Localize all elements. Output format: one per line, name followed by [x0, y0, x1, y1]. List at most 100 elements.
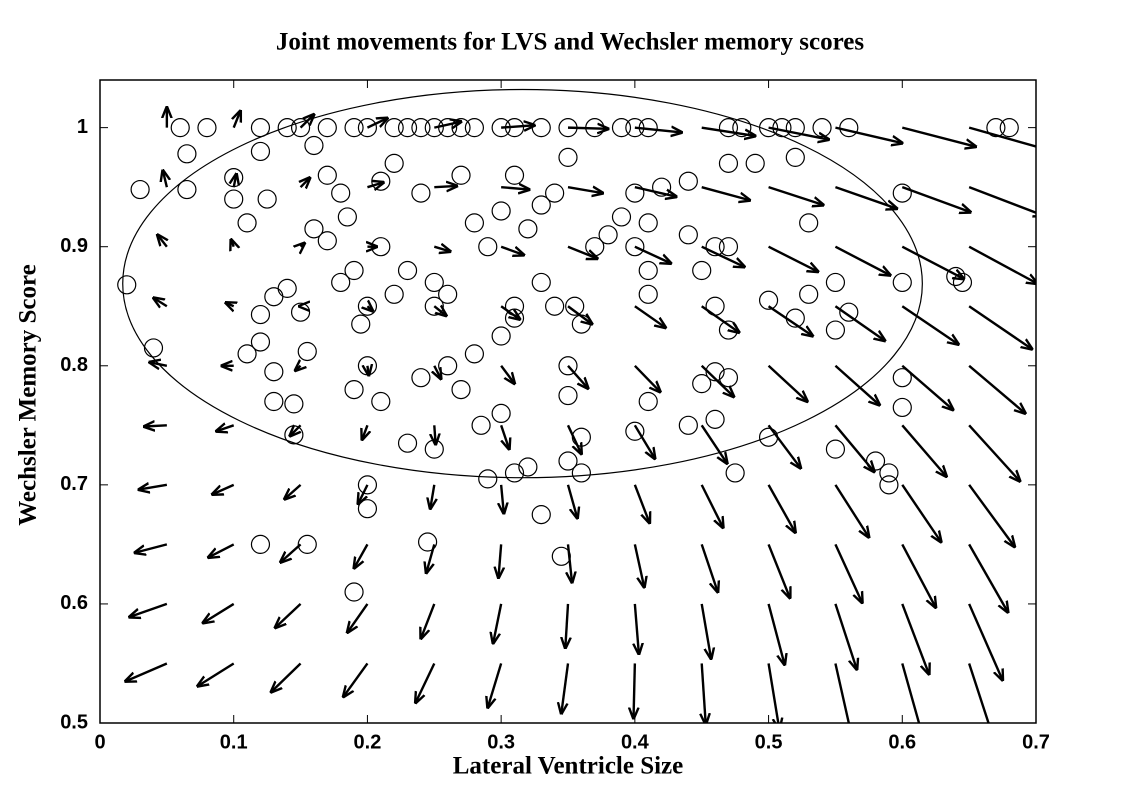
quiver-arrow — [226, 303, 234, 307]
scatter-point — [585, 118, 605, 138]
quiver-arrow — [901, 245, 964, 279]
scatter-point — [464, 213, 484, 233]
scatter-point — [772, 118, 792, 138]
quiver-arrow — [567, 364, 588, 389]
quiver-arrow — [700, 424, 727, 463]
scatter-point — [277, 278, 297, 298]
scatter-point — [331, 183, 351, 203]
quiver-arrow — [125, 662, 168, 681]
scatter-point — [438, 356, 458, 376]
quiver-arrow — [701, 305, 739, 332]
quiver-arrow — [434, 186, 457, 187]
scatter-point — [825, 272, 846, 293]
scatter-point — [865, 451, 886, 471]
scatter-point — [344, 118, 364, 138]
scatter-point — [758, 290, 779, 310]
quiver-arrow — [565, 603, 568, 648]
quiver-arrow — [634, 185, 676, 197]
scatter-point — [397, 118, 418, 138]
scatter-point — [638, 118, 658, 138]
quiver-arrow — [567, 187, 603, 193]
scatter-point — [397, 260, 418, 281]
scatter-point — [504, 118, 525, 138]
scatter-point — [571, 427, 591, 447]
scatter-point — [531, 272, 551, 293]
scatter-point — [197, 118, 217, 138]
scatter-point — [518, 219, 538, 239]
scatter-point — [611, 207, 632, 227]
quiver-arrow — [367, 366, 368, 376]
scatter-point — [297, 534, 317, 554]
scatter-point — [411, 118, 431, 138]
scatter-point — [585, 237, 605, 257]
quiver-arrow — [901, 484, 941, 542]
quiver-arrow — [163, 170, 167, 188]
quiver-arrow — [901, 186, 970, 212]
quiver-arrow — [208, 543, 235, 557]
quiver-arrow — [271, 662, 302, 692]
scatter-point — [678, 171, 698, 191]
quiver-arrow — [347, 603, 369, 633]
quiver-arrow — [701, 186, 750, 200]
quiver-arrow — [700, 603, 711, 659]
scatter-point — [344, 582, 364, 602]
scatter-point — [491, 201, 511, 221]
scatter-point — [785, 118, 805, 138]
quiver-arrow — [901, 603, 929, 674]
scatter-point — [317, 118, 337, 138]
scatter-point — [357, 475, 378, 495]
scatter-point — [879, 475, 899, 495]
quiver-arrow — [968, 126, 1036, 148]
quiver-arrow — [968, 603, 1002, 680]
scatter-point — [130, 179, 150, 200]
quiver-arrow — [834, 484, 868, 537]
quiver-arrow — [835, 186, 897, 208]
quiver-arrow — [149, 362, 168, 366]
scatter-point — [290, 118, 311, 138]
scatter-point — [117, 275, 137, 295]
scatter-point — [491, 403, 511, 424]
scatter-point — [571, 314, 591, 334]
scatter-point — [758, 118, 779, 138]
quiver-arrow — [157, 235, 166, 248]
quiver-arrow — [362, 424, 367, 439]
y-tick-label: 1 — [77, 116, 88, 138]
scatter-point — [250, 304, 271, 325]
scatter-point — [999, 118, 1019, 138]
scatter-point — [678, 415, 698, 435]
y-tick-label: 0.9 — [60, 235, 88, 257]
quiver-arrow — [367, 182, 383, 187]
scatter-point — [638, 284, 658, 304]
quiver-arrow — [430, 484, 434, 509]
scatter-point — [284, 394, 304, 414]
scatter-point — [692, 374, 712, 394]
quiver-arrow — [566, 484, 577, 518]
scatter-point — [799, 213, 819, 233]
scatter-point — [625, 421, 645, 441]
scatter-point — [678, 225, 698, 245]
scatter-point — [250, 118, 271, 138]
scatter-point — [397, 433, 418, 453]
scatter-point — [952, 272, 973, 293]
scatter-point — [284, 425, 304, 445]
scatter-point — [344, 379, 364, 400]
quiver-arrow — [901, 126, 976, 147]
scatter-point — [625, 183, 645, 203]
scatter-point — [651, 177, 672, 197]
scatter-point — [638, 260, 658, 281]
quiver-arrow — [700, 544, 718, 592]
quiver-arrow — [567, 245, 597, 259]
scatter-point — [424, 118, 444, 138]
scatter-point — [839, 118, 859, 138]
scatter-point — [892, 368, 912, 388]
x-tick-label: 0.6 — [888, 731, 916, 753]
quiver-arrow — [216, 425, 235, 431]
scatter-point — [424, 296, 444, 316]
quiver-arrow — [701, 126, 755, 136]
scatter-point — [732, 118, 752, 138]
scatter-point — [451, 165, 471, 185]
scatter-point — [371, 237, 391, 257]
quiver-arrow — [433, 306, 446, 316]
quiver-arrow — [212, 483, 235, 495]
x-tick-label: 0.5 — [755, 731, 783, 753]
